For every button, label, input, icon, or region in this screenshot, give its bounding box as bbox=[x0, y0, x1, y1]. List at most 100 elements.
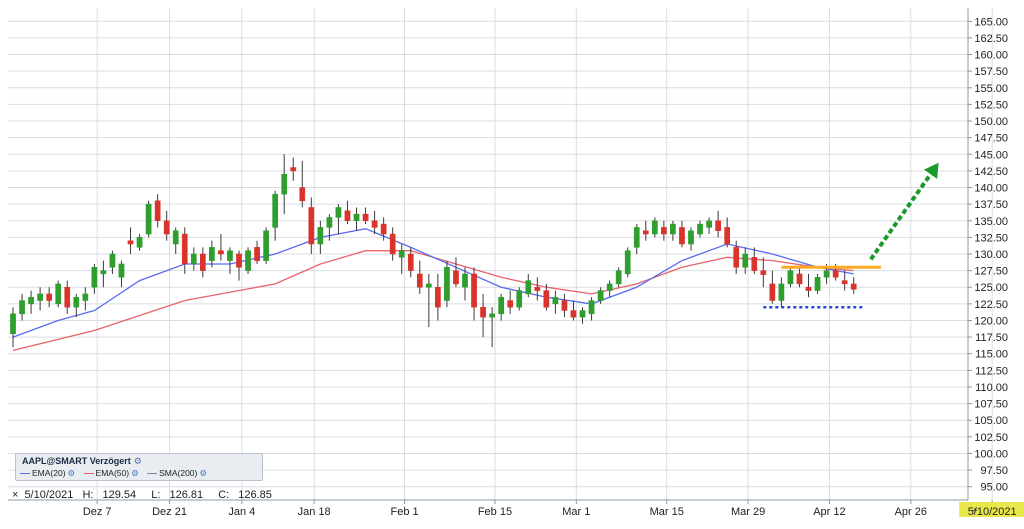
candle-body bbox=[651, 220, 658, 235]
candle-body bbox=[534, 286, 541, 291]
candle-body bbox=[28, 296, 34, 305]
x-tick-label: Dez 7 bbox=[83, 506, 112, 518]
candle-down bbox=[796, 267, 803, 288]
candle-up bbox=[651, 217, 658, 238]
candle-up bbox=[742, 247, 749, 274]
candle-down bbox=[181, 227, 188, 274]
candle-body bbox=[154, 200, 161, 222]
candle-down bbox=[841, 270, 848, 291]
readout-high: H: 129.54 bbox=[82, 489, 137, 501]
candle-body bbox=[407, 253, 414, 271]
candle-up bbox=[787, 267, 794, 288]
gear-icon[interactable]: ⚙ bbox=[67, 468, 76, 478]
candle-up bbox=[55, 280, 62, 308]
gear-icon[interactable]: ⚙ bbox=[131, 468, 139, 478]
candle-body bbox=[46, 293, 53, 301]
y-tick-label: 150.00 bbox=[974, 116, 1008, 128]
symbol-label: AAPL@SMART Verzögert bbox=[22, 456, 131, 466]
candle-up bbox=[190, 247, 197, 271]
y-tick-label: 117.50 bbox=[975, 332, 1008, 344]
candle-body bbox=[19, 300, 25, 315]
candle-body bbox=[145, 203, 152, 235]
x-tick-label: Mar 29 bbox=[731, 506, 765, 518]
candle-body bbox=[227, 250, 233, 261]
candle-up bbox=[425, 273, 432, 328]
legend-item-ema50[interactable]: EMA(50) ⚙ bbox=[83, 468, 139, 479]
candle-body bbox=[181, 233, 188, 265]
candle-up bbox=[118, 260, 125, 288]
x-tick-label: Mar 1 bbox=[562, 506, 590, 518]
candle-down bbox=[543, 283, 550, 311]
y-tick-label: 152.50 bbox=[974, 99, 1008, 111]
candle-up bbox=[706, 217, 712, 235]
candle-up bbox=[552, 290, 559, 314]
candle-down bbox=[299, 160, 306, 208]
candle-body bbox=[579, 310, 586, 318]
candle-down bbox=[64, 280, 71, 314]
candle-down bbox=[769, 270, 776, 304]
candle-up bbox=[10, 307, 16, 348]
readout-low: L: 126.81 bbox=[151, 489, 204, 501]
gear-icon[interactable]: ⚙ bbox=[133, 456, 142, 466]
candle-body bbox=[850, 283, 857, 290]
arrow-shaft bbox=[869, 173, 933, 261]
candle-down bbox=[471, 267, 477, 321]
candle-up bbox=[73, 293, 80, 318]
y-tick-label: 137.50 bbox=[974, 199, 1008, 211]
legend-item-label: SMA(200) bbox=[159, 468, 198, 478]
y-tick-label: 157.50 bbox=[974, 66, 1008, 78]
candle-body bbox=[787, 270, 794, 285]
gear-icon[interactable]: ⚙ bbox=[199, 468, 207, 478]
candle-down bbox=[407, 247, 414, 278]
candle-body bbox=[371, 220, 378, 228]
candle-body bbox=[73, 296, 80, 308]
x-axis: Dez 7 Dez 21 Jan 4 Jan 18 Feb 1 Feb 15 Mar 1 Ma… bbox=[83, 500, 1024, 518]
legend-item-label: EMA(20) bbox=[32, 468, 66, 478]
candle-up bbox=[398, 244, 405, 274]
candle-down bbox=[850, 277, 857, 294]
candle-down bbox=[218, 234, 224, 261]
candle-up bbox=[28, 290, 34, 314]
candle-body bbox=[245, 250, 251, 271]
candle-body bbox=[344, 210, 351, 222]
y-tick-label: 125.00 bbox=[974, 282, 1008, 294]
candle-body bbox=[642, 230, 649, 235]
candle-body bbox=[462, 273, 468, 288]
arrow-head-icon bbox=[924, 162, 939, 179]
candle-down bbox=[154, 194, 161, 228]
y-tick-label: 112.50 bbox=[975, 365, 1008, 377]
candle-body bbox=[561, 300, 568, 311]
candle-body bbox=[118, 263, 125, 278]
y-tick-label: 155.00 bbox=[974, 83, 1008, 95]
candle-down bbox=[380, 217, 387, 241]
candle-down bbox=[416, 260, 423, 294]
x-tick-label: Feb 1 bbox=[390, 506, 418, 518]
candle-body bbox=[272, 193, 279, 228]
candle-up bbox=[91, 263, 98, 294]
candle-down bbox=[453, 257, 459, 288]
candle-body bbox=[353, 213, 360, 222]
candle-body bbox=[398, 250, 405, 258]
expand-icon[interactable]: + bbox=[972, 506, 978, 517]
candle-down bbox=[733, 240, 740, 274]
candle-down bbox=[642, 220, 649, 241]
candle-body bbox=[263, 230, 269, 261]
candle-body bbox=[218, 250, 224, 255]
candle-up bbox=[525, 273, 532, 298]
candle-up bbox=[37, 287, 43, 311]
candle-body bbox=[100, 270, 107, 275]
close-icon[interactable]: × bbox=[12, 489, 19, 501]
candle-body bbox=[498, 296, 505, 315]
legend-symbol: AAPL@SMART Verzögert ⚙ bbox=[22, 456, 142, 467]
legend-item-sma200[interactable]: SMA(200) ⚙ bbox=[147, 468, 207, 479]
candle-up bbox=[814, 273, 821, 294]
candle-down bbox=[362, 207, 369, 225]
candle-down bbox=[254, 240, 260, 264]
candle-body bbox=[109, 253, 116, 268]
candle-down bbox=[507, 290, 514, 314]
candle-body bbox=[769, 283, 776, 301]
legend-item-ema20[interactable]: EMA(20) ⚙ bbox=[20, 468, 75, 479]
candle-body bbox=[597, 290, 604, 301]
x-tick-label: Apr 12 bbox=[813, 506, 845, 518]
